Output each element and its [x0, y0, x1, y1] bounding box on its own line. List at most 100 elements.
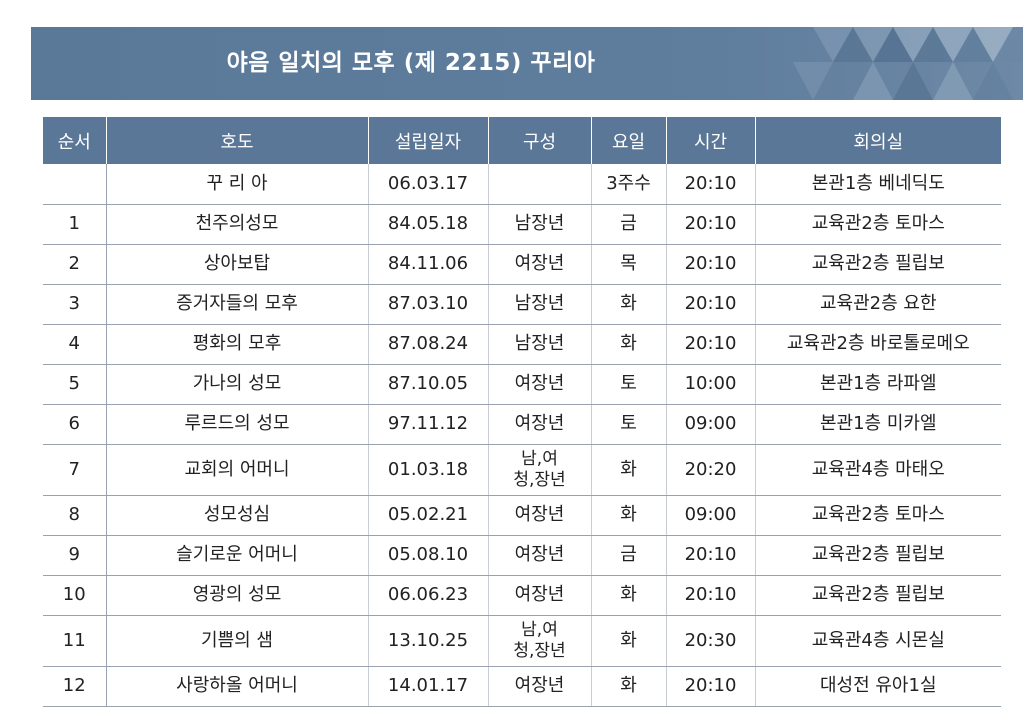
cell-order: 11 — [43, 615, 107, 667]
composition-line: 청,장년 — [513, 640, 566, 661]
cell-weekday: 화 — [591, 444, 667, 496]
cell-room: 교육관2층 바로톨로메오 — [755, 324, 1001, 365]
table-header-row: 순서 호도 설립일자 구성 요일 시간 회의실 — [43, 117, 1001, 164]
cell-time: 20:10 — [666, 324, 756, 365]
cell-date: 01.03.18 — [368, 444, 489, 496]
cell-room: 교육관4층 마태오 — [755, 444, 1001, 496]
cell-composition: 남,여 청,장년 — [488, 444, 592, 496]
cell-order: 1 — [43, 204, 107, 245]
cell-weekday: 3주수 — [591, 164, 667, 205]
cell-order: 2 — [43, 244, 107, 285]
table-row: 8 성모성심 05.02.21 여장년 화 09:00 교육관2층 토마스 — [43, 495, 1001, 536]
header-founded-date: 설립일자 — [368, 117, 489, 164]
cell-weekday: 화 — [591, 615, 667, 667]
cell-weekday: 토 — [591, 404, 667, 445]
cell-room: 교육관2층 필립보 — [755, 535, 1001, 576]
cell-composition: 남장년 — [488, 204, 592, 245]
cell-date: 97.11.12 — [368, 404, 489, 445]
composition-line: 청,장년 — [513, 469, 566, 490]
cell-time: 10:00 — [666, 364, 756, 405]
cell-weekday: 화 — [591, 324, 667, 365]
cell-composition: 여장년 — [488, 666, 592, 707]
cell-room: 교육관2층 필립보 — [755, 244, 1001, 285]
table-row: 꾸 리 아 06.03.17 3주수 20:10 본관1층 베네딕도 — [43, 164, 1001, 205]
table-row: 10 영광의 성모 06.06.23 여장년 화 20:10 교육관2층 필립보 — [43, 575, 1001, 616]
cell-composition: 여장년 — [488, 364, 592, 405]
header-order: 순서 — [43, 117, 107, 164]
triangle-pattern-decoration — [793, 27, 1023, 100]
cell-name: 평화의 모후 — [106, 324, 369, 365]
page-title: 야음 일치의 모후 (제 2215) 꾸리아 — [226, 50, 596, 76]
cell-weekday: 금 — [591, 535, 667, 576]
cell-date: 87.03.10 — [368, 284, 489, 325]
table-row: 2 상아보탑 84.11.06 여장년 목 20:10 교육관2층 필립보 — [43, 244, 1001, 285]
cell-time: 20:10 — [666, 244, 756, 285]
header-name: 호도 — [106, 117, 369, 164]
header-weekday: 요일 — [591, 117, 667, 164]
table-row: 3 증거자들의 모후 87.03.10 남장년 화 20:10 교육관2층 요한 — [43, 284, 1001, 325]
cell-time: 09:00 — [666, 404, 756, 445]
cell-name: 가나의 성모 — [106, 364, 369, 405]
cell-name: 영광의 성모 — [106, 575, 369, 616]
cell-name: 교회의 어머니 — [106, 444, 369, 496]
cell-composition: 여장년 — [488, 495, 592, 536]
cell-composition: 여장년 — [488, 575, 592, 616]
cell-date: 14.01.17 — [368, 666, 489, 707]
cell-weekday: 화 — [591, 495, 667, 536]
cell-room: 교육관2층 필립보 — [755, 575, 1001, 616]
cell-date: 13.10.25 — [368, 615, 489, 667]
legion-table: 순서 호도 설립일자 구성 요일 시간 회의실 꾸 리 아 06.03.17 3… — [43, 117, 1001, 707]
cell-room: 본관1층 미카엘 — [755, 404, 1001, 445]
header-meeting-room: 회의실 — [755, 117, 1001, 164]
cell-name: 성모성심 — [106, 495, 369, 536]
cell-room: 대성전 유아1실 — [755, 666, 1001, 707]
cell-weekday: 화 — [591, 666, 667, 707]
cell-composition: 여장년 — [488, 404, 592, 445]
cell-weekday: 금 — [591, 204, 667, 245]
cell-name: 사랑하올 어머니 — [106, 666, 369, 707]
cell-time: 20:10 — [666, 535, 756, 576]
cell-time: 20:30 — [666, 615, 756, 667]
cell-name: 루르드의 성모 — [106, 404, 369, 445]
cell-time: 20:10 — [666, 204, 756, 245]
cell-order: 4 — [43, 324, 107, 365]
cell-name: 슬기로운 어머니 — [106, 535, 369, 576]
cell-time: 20:10 — [666, 575, 756, 616]
cell-name: 천주의성모 — [106, 204, 369, 245]
cell-room: 교육관4층 시몬실 — [755, 615, 1001, 667]
cell-time: 20:10 — [666, 666, 756, 707]
cell-name: 기쁨의 샘 — [106, 615, 369, 667]
cell-date: 84.05.18 — [368, 204, 489, 245]
table-row: 9 슬기로운 어머니 05.08.10 여장년 금 20:10 교육관2층 필립… — [43, 535, 1001, 576]
title-banner: 야음 일치의 모후 (제 2215) 꾸리아 — [31, 27, 1023, 100]
cell-order: 8 — [43, 495, 107, 536]
cell-weekday: 토 — [591, 364, 667, 405]
cell-name: 상아보탑 — [106, 244, 369, 285]
cell-name: 증거자들의 모후 — [106, 284, 369, 325]
cell-order: 6 — [43, 404, 107, 445]
composition-line: 남,여 — [521, 448, 558, 469]
cell-time: 09:00 — [666, 495, 756, 536]
cell-date: 06.06.23 — [368, 575, 489, 616]
cell-order — [43, 164, 107, 205]
cell-composition: 남장년 — [488, 284, 592, 325]
cell-date: 06.03.17 — [368, 164, 489, 205]
legion-table-container: 순서 호도 설립일자 구성 요일 시간 회의실 꾸 리 아 06.03.17 3… — [43, 117, 1001, 707]
cell-date: 05.02.21 — [368, 495, 489, 536]
table-row: 11 기쁨의 샘 13.10.25 남,여 청,장년 화 20:30 교육관4층 … — [43, 615, 1001, 667]
cell-date: 84.11.06 — [368, 244, 489, 285]
cell-time: 20:20 — [666, 444, 756, 496]
cell-composition: 여장년 — [488, 244, 592, 285]
cell-weekday: 화 — [591, 575, 667, 616]
cell-weekday: 목 — [591, 244, 667, 285]
table-row: 1 천주의성모 84.05.18 남장년 금 20:10 교육관2층 토마스 — [43, 204, 1001, 245]
cell-date: 87.10.05 — [368, 364, 489, 405]
cell-room: 교육관2층 토마스 — [755, 204, 1001, 245]
cell-name: 꾸 리 아 — [106, 164, 369, 205]
cell-room: 교육관2층 토마스 — [755, 495, 1001, 536]
cell-order: 10 — [43, 575, 107, 616]
cell-time: 20:10 — [666, 164, 756, 205]
cell-weekday: 화 — [591, 284, 667, 325]
cell-composition — [488, 164, 592, 205]
header-composition: 구성 — [488, 117, 592, 164]
